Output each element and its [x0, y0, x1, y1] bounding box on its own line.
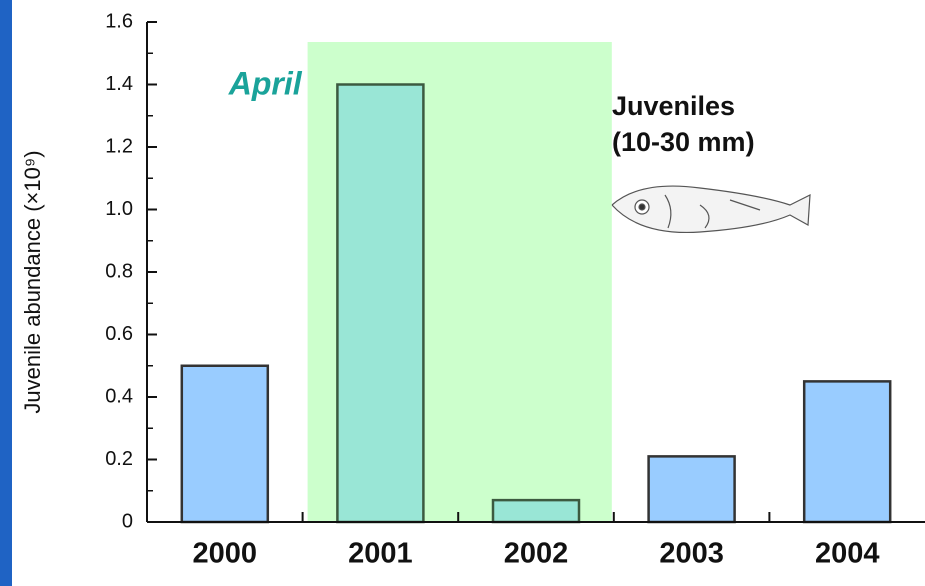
- y-tick-label: 1.2: [105, 135, 133, 157]
- y-tick-label: 1.0: [105, 198, 133, 220]
- y-tick-label: 0: [122, 510, 133, 532]
- y-tick-label: 0.4: [105, 385, 133, 407]
- bar: [491, 498, 581, 524]
- x-tick-label: 2003: [659, 538, 724, 570]
- bar: [802, 380, 892, 524]
- y-tick-label: 1.6: [105, 10, 133, 32]
- y-tick-label: 1.4: [105, 73, 133, 95]
- x-tick-label: 2002: [504, 538, 569, 570]
- side-strip: [0, 0, 12, 586]
- bar: [336, 83, 425, 524]
- y-tick-label: 0.6: [105, 323, 133, 345]
- bar: [180, 364, 270, 524]
- annotation: (10-30 mm): [612, 127, 755, 157]
- y-tick-label: 0.2: [105, 448, 133, 470]
- annotation: Juveniles: [612, 91, 735, 121]
- fish-drawing: [611, 185, 811, 234]
- highlight-label: April: [228, 65, 303, 101]
- y-axis-label: Juvenile abundance (×10⁹): [20, 150, 45, 413]
- x-tick-label: 2001: [348, 538, 413, 570]
- x-tick-label: 2004: [815, 538, 880, 570]
- bar: [647, 455, 736, 524]
- y-tick-label: 0.8: [105, 260, 133, 282]
- x-tick-label: 2000: [193, 538, 258, 570]
